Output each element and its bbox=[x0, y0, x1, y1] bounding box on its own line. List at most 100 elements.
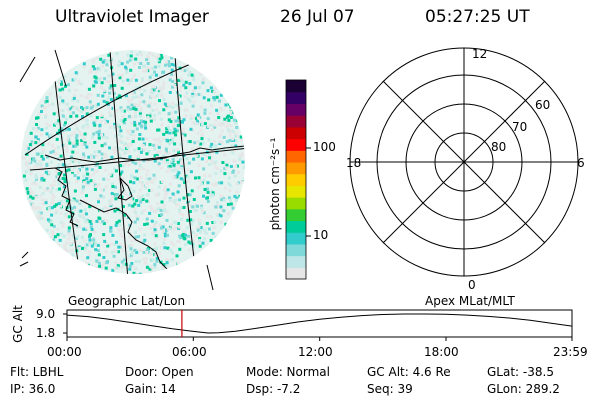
emission-pixel bbox=[184, 243, 188, 247]
emission-pixel bbox=[94, 163, 98, 167]
emission-pixel bbox=[181, 129, 185, 133]
emission-pixel bbox=[178, 210, 182, 214]
emission-pixel bbox=[152, 173, 156, 177]
emission-pixel bbox=[123, 213, 127, 217]
emission-pixel bbox=[181, 127, 185, 131]
emission-pixel bbox=[49, 190, 53, 194]
emission-pixel bbox=[126, 105, 130, 109]
emission-pixel bbox=[131, 137, 135, 141]
emission-pixel bbox=[77, 160, 81, 164]
emission-pixel bbox=[112, 148, 115, 151]
emission-pixel bbox=[200, 135, 204, 139]
emission-pixel bbox=[226, 212, 230, 216]
emission-pixel bbox=[160, 213, 164, 217]
emission-pixel bbox=[227, 182, 231, 185]
emission-pixel bbox=[135, 250, 139, 254]
emission-pixel bbox=[58, 238, 62, 242]
emission-pixel bbox=[59, 220, 63, 224]
emission-pixel bbox=[171, 158, 175, 162]
emission-pixel bbox=[87, 174, 91, 178]
emission-pixel bbox=[66, 199, 69, 203]
emission-pixel bbox=[55, 188, 59, 192]
emission-pixel bbox=[93, 80, 97, 84]
emission-pixel bbox=[67, 134, 71, 138]
emission-pixel bbox=[103, 205, 107, 209]
emission-pixel bbox=[188, 71, 192, 75]
emission-pixel bbox=[153, 154, 157, 158]
emission-pixel bbox=[214, 235, 218, 239]
emission-pixel bbox=[25, 187, 29, 191]
emission-pixel bbox=[232, 159, 236, 163]
emission-pixel bbox=[42, 178, 46, 182]
emission-pixel bbox=[191, 104, 195, 108]
emission-pixel bbox=[217, 181, 221, 185]
emission-pixel bbox=[50, 160, 54, 164]
emission-pixel bbox=[141, 120, 145, 124]
emission-pixel bbox=[215, 95, 219, 99]
emission-pixel bbox=[98, 261, 101, 265]
emission-pixel bbox=[211, 183, 215, 187]
emission-pixel bbox=[96, 249, 100, 253]
emission-pixel bbox=[72, 240, 76, 244]
colorbar-cell bbox=[286, 267, 306, 280]
emission-pixel bbox=[231, 206, 235, 210]
emission-pixel bbox=[127, 82, 131, 86]
emission-pixel bbox=[149, 94, 153, 98]
emission-pixel bbox=[104, 69, 108, 73]
emission-pixel bbox=[130, 239, 134, 243]
emission-pixel bbox=[100, 113, 104, 117]
emission-pixel bbox=[180, 68, 184, 72]
emission-pixel bbox=[50, 201, 54, 205]
emission-pixel bbox=[206, 124, 210, 128]
emission-pixel bbox=[205, 159, 209, 163]
emission-pixel bbox=[215, 201, 219, 204]
emission-pixel bbox=[119, 211, 122, 215]
emission-pixel bbox=[73, 94, 77, 97]
emission-pixel bbox=[117, 250, 120, 254]
emission-pixel bbox=[138, 180, 142, 184]
colorbar-cell bbox=[286, 185, 306, 198]
emission-pixel bbox=[163, 246, 167, 250]
emission-pixel bbox=[181, 135, 185, 139]
emission-pixel bbox=[51, 149, 55, 153]
emission-pixel bbox=[34, 176, 38, 180]
emission-pixel bbox=[129, 107, 133, 111]
emission-pixel bbox=[121, 119, 125, 123]
emission-pixel bbox=[227, 176, 231, 180]
emission-pixel bbox=[145, 248, 149, 252]
emission-pixel bbox=[153, 65, 157, 69]
emission-pixel bbox=[165, 138, 169, 142]
emission-pixel bbox=[57, 163, 61, 167]
emission-pixel bbox=[139, 62, 143, 65]
emission-pixel bbox=[188, 193, 192, 197]
emission-pixel bbox=[231, 137, 235, 141]
emission-pixel bbox=[184, 233, 187, 237]
emission-pixel bbox=[149, 179, 153, 183]
emission-pixel bbox=[128, 114, 131, 118]
emission-pixel bbox=[217, 140, 221, 144]
emission-pixel bbox=[239, 135, 243, 139]
emission-pixel bbox=[226, 223, 230, 227]
emission-pixel bbox=[79, 110, 83, 114]
emission-pixel bbox=[139, 195, 143, 199]
emission-pixel bbox=[27, 146, 31, 150]
emission-pixel bbox=[192, 219, 196, 223]
emission-pixel bbox=[96, 102, 100, 106]
emission-pixel bbox=[105, 63, 109, 67]
emission-pixel bbox=[194, 176, 197, 180]
emission-pixel bbox=[92, 84, 96, 88]
emission-pixel bbox=[52, 112, 56, 116]
emission-pixel bbox=[202, 152, 206, 156]
emission-pixel bbox=[126, 53, 130, 57]
emission-pixel bbox=[210, 142, 214, 146]
emission-pixel bbox=[188, 99, 192, 103]
emission-pixel bbox=[206, 215, 210, 219]
emission-pixel bbox=[117, 219, 121, 223]
emission-pixel bbox=[119, 164, 122, 168]
emission-pixel bbox=[150, 219, 154, 223]
emission-pixel bbox=[220, 123, 224, 127]
emission-pixel bbox=[110, 155, 114, 159]
emission-pixel bbox=[77, 210, 81, 214]
emission-pixel bbox=[244, 161, 245, 165]
meridian-outside bbox=[206, 264, 214, 291]
